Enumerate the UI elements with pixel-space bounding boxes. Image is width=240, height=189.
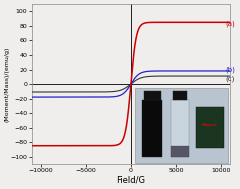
Y-axis label: (Moment/Mass)/(emu/g): (Moment/Mass)/(emu/g) xyxy=(4,46,9,122)
Bar xyxy=(142,101,162,157)
Bar xyxy=(173,91,187,101)
Text: (c): (c) xyxy=(226,76,235,82)
Bar xyxy=(196,107,224,148)
Bar xyxy=(135,88,228,163)
Bar xyxy=(171,146,189,157)
Text: (b): (b) xyxy=(226,67,235,74)
Bar xyxy=(171,101,189,157)
Bar xyxy=(144,91,161,101)
Text: Magnet: Magnet xyxy=(202,123,217,127)
Text: (a): (a) xyxy=(226,21,235,27)
X-axis label: Field/G: Field/G xyxy=(116,176,145,185)
